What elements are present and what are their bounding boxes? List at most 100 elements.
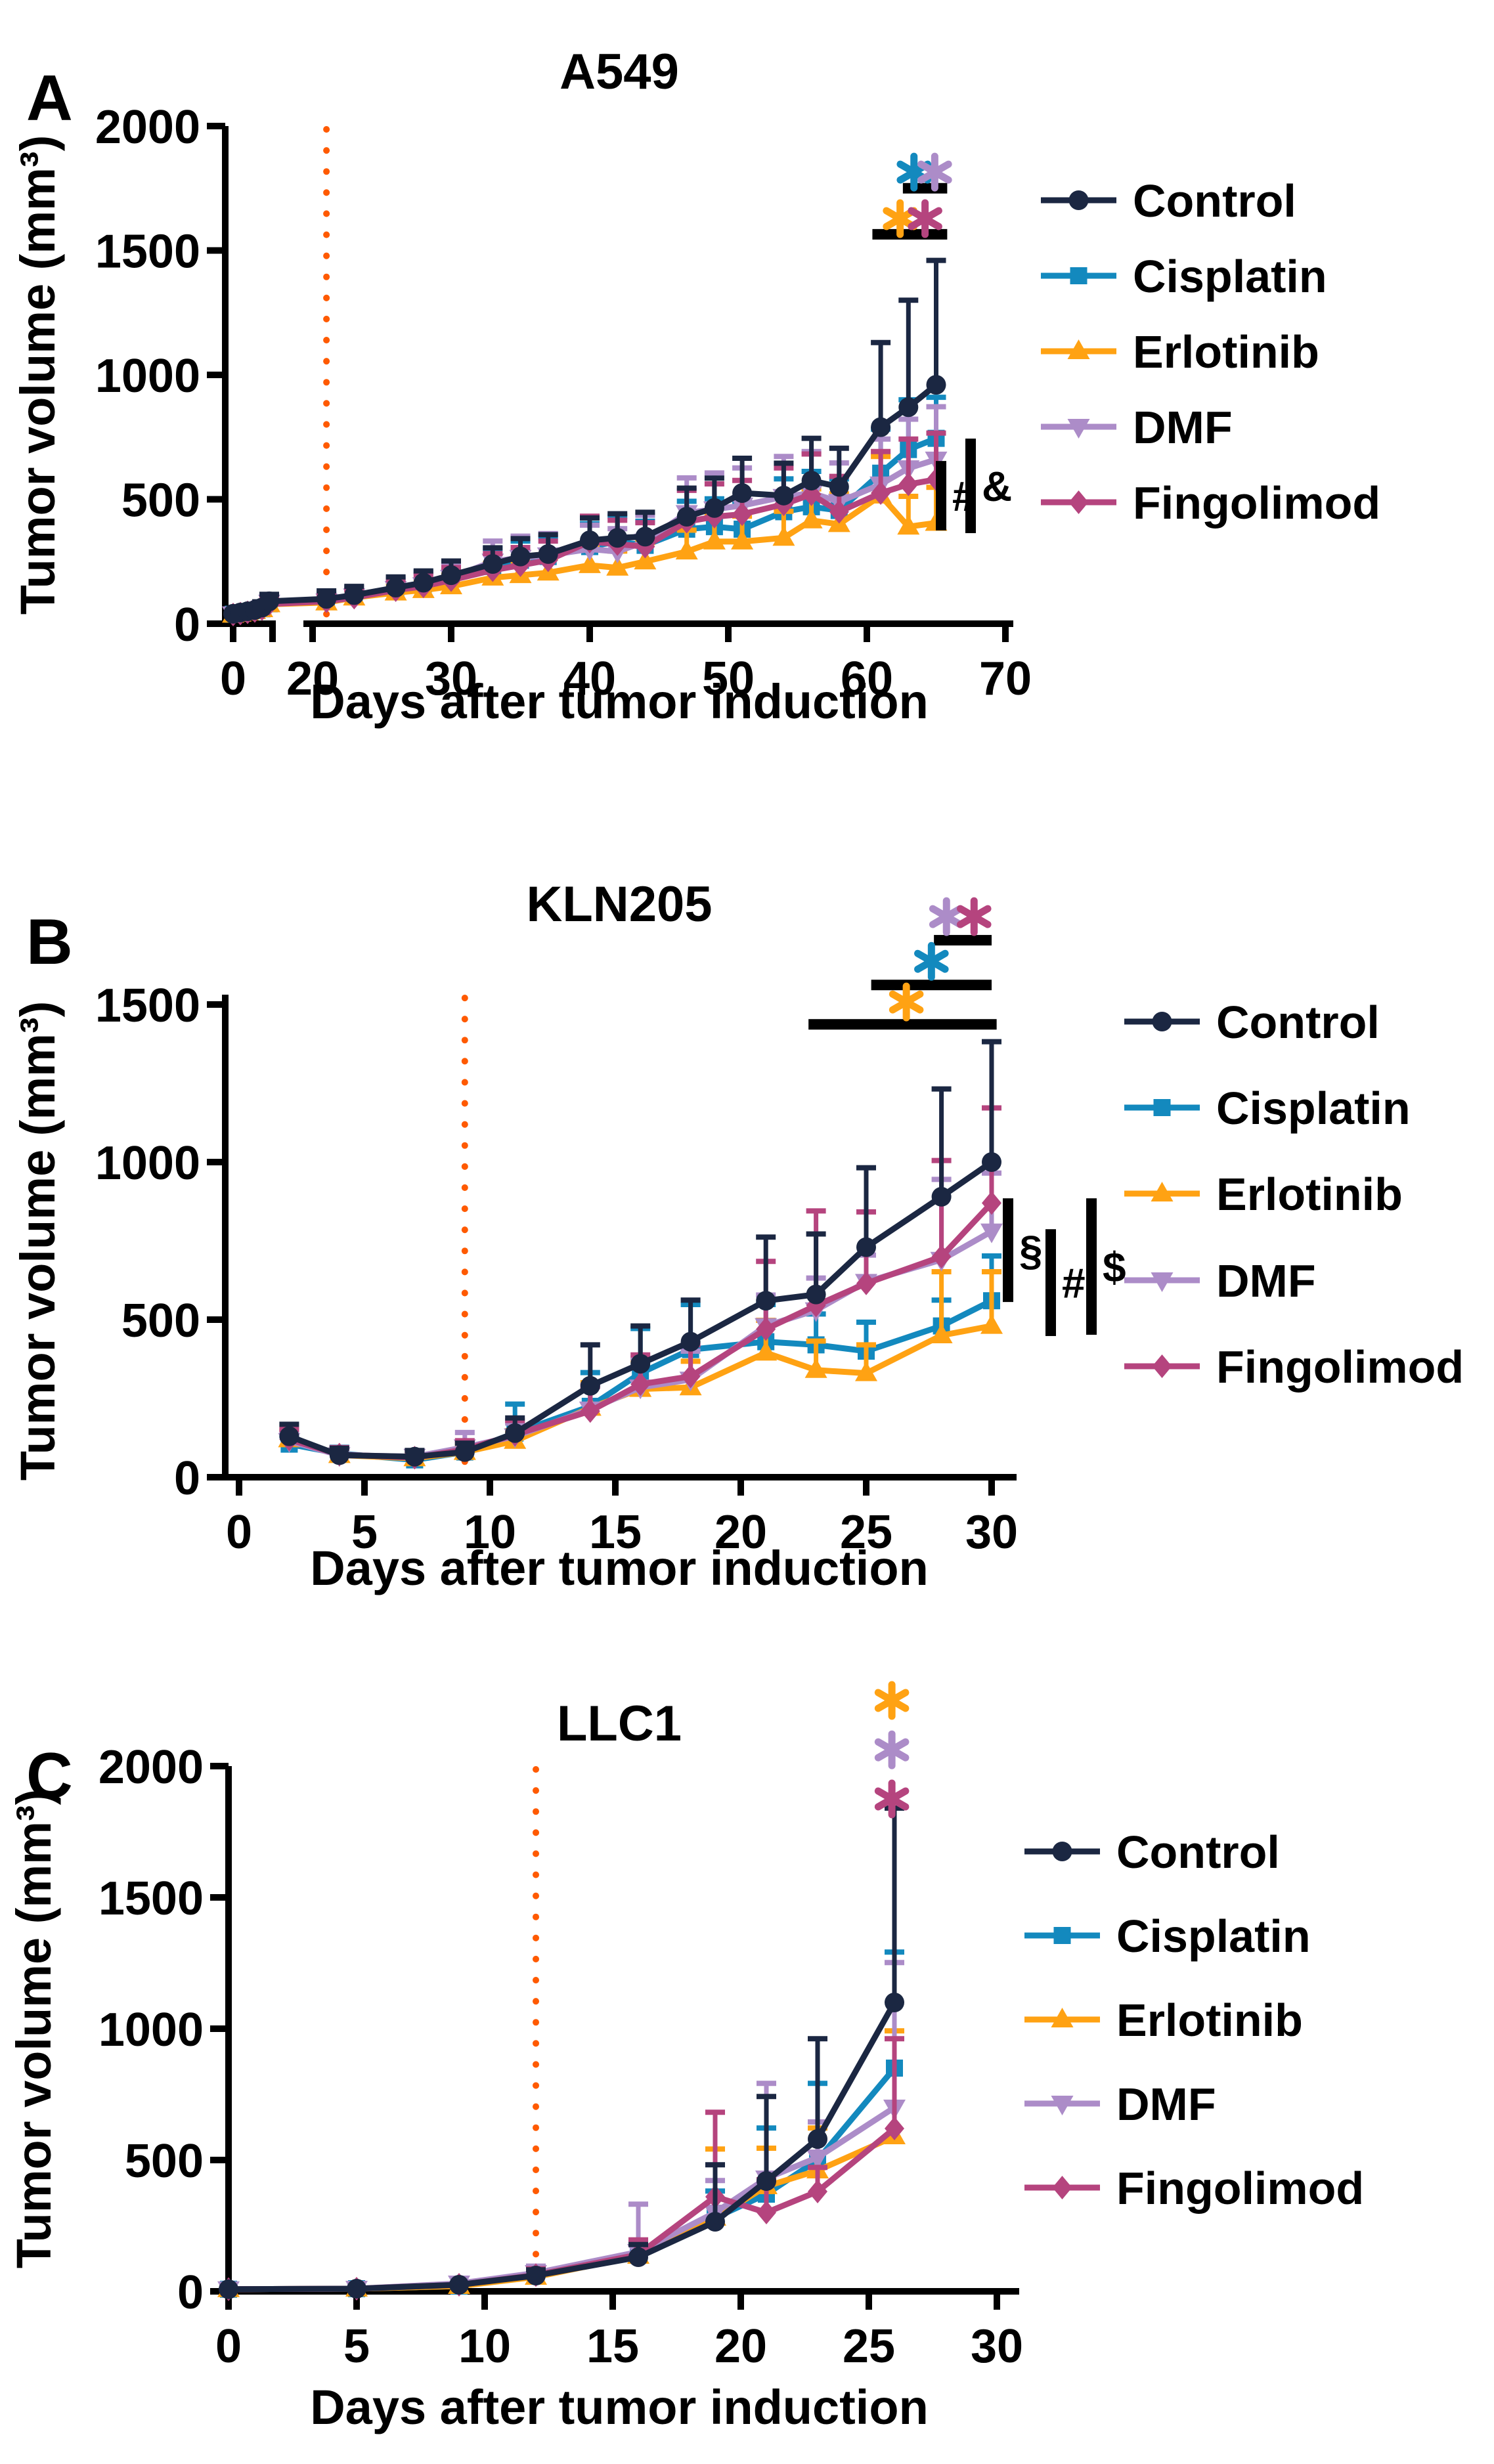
legend-marker-square [1153, 1099, 1171, 1116]
data-point-erlotinib [579, 553, 601, 573]
legend-label: Fingolimod [1133, 477, 1380, 529]
x-tick-label: 5 [343, 2320, 370, 2373]
data-point-fingolimod [808, 2180, 827, 2203]
series-control [223, 257, 946, 624]
data-point-control [926, 375, 946, 395]
panel-b-title: KLN205 [526, 876, 713, 932]
x-tick-label: 40 [563, 653, 616, 705]
data-point-control [808, 2129, 827, 2149]
legend-item-cisplatin: Cisplatin [1024, 1911, 1311, 1962]
legend-marker-diamond [1052, 2176, 1072, 2199]
x-tick-label: 0 [215, 2320, 242, 2373]
data-point-fingolimod [829, 500, 849, 524]
panel-b-ylabel: Tumor volume (mm³) [11, 1001, 65, 1481]
data-point-control [630, 1354, 651, 1374]
data-point-control [982, 1152, 1001, 1172]
legend-label: DMF [1133, 402, 1233, 453]
data-point-control [441, 565, 461, 586]
y-tick-label: 1000 [95, 1137, 200, 1190]
data-point-control [405, 1446, 425, 1467]
data-point-fingolimod [885, 2117, 904, 2140]
x-tick-label: 70 [979, 653, 1032, 705]
legend-item-dmf: DMF [1124, 1255, 1316, 1307]
data-point-erlotinib [731, 529, 754, 550]
x-tick-label: 10 [458, 2320, 511, 2373]
significance-bar [808, 982, 997, 1030]
legend-item-control: Control [1124, 997, 1380, 1048]
data-point-erlotinib [606, 555, 629, 576]
y-tick-label: 500 [121, 475, 200, 527]
data-point-control [628, 2247, 648, 2267]
legend-item-fingolimod: Fingolimod [1124, 1341, 1464, 1393]
legend-item-erlotinib: Erlotinib [1041, 326, 1319, 378]
legend-item-control: Control [1041, 175, 1296, 227]
data-point-fingolimod [580, 1399, 600, 1423]
significance-asterisk [917, 152, 952, 192]
legend: Control Cisplatin Erlotinib DMF Fingolimod [1041, 175, 1380, 529]
legend-item-fingolimod: Fingolimod [1041, 477, 1380, 529]
data-point-control [806, 1284, 826, 1305]
x-tick-label: 5 [351, 1506, 378, 1559]
significance-asterisk [914, 941, 949, 981]
y-tick-label: 1500 [95, 980, 200, 1032]
data-point-control [483, 554, 503, 574]
legend-marker-diamond [1068, 490, 1089, 514]
bracket-symbol: § [1019, 1227, 1043, 1274]
y-tick-label: 2000 [99, 1741, 204, 1794]
y-tick-label: 1500 [99, 1872, 204, 1925]
x-tick-label: 0 [226, 1506, 252, 1559]
series-control [279, 1039, 1001, 1467]
panel-c-title: LLC1 [557, 1696, 682, 1752]
data-point-erlotinib [634, 550, 657, 570]
data-point-control [676, 507, 697, 527]
significance-asterisk [889, 982, 924, 1022]
data-point-control [279, 1426, 299, 1446]
data-point-fingolimod [871, 481, 891, 506]
x-tick-label: 30 [971, 2320, 1023, 2373]
legend-marker-square [1070, 267, 1088, 284]
data-point-control [385, 578, 406, 598]
data-point-erlotinib [772, 526, 795, 546]
x-tick-label: 10 [464, 1506, 516, 1559]
data-point-control [538, 544, 558, 564]
legend-label: Erlotinib [1133, 326, 1319, 378]
legend: Control Cisplatin Erlotinib DMF Fingolimod [1124, 997, 1464, 1393]
significance-asterisk [908, 199, 942, 238]
data-point-control [774, 485, 794, 506]
x-tick-label: 15 [586, 2320, 639, 2373]
data-point-control [705, 2212, 725, 2232]
legend-marker-triangle-down [1051, 2096, 1074, 2115]
panel-b-letter: B [26, 905, 73, 978]
data-point-control [413, 573, 433, 593]
data-point-erlotinib [980, 1314, 1003, 1334]
x-tick-label: 20 [714, 2320, 767, 2373]
panel-a-xlabel: Days after tumor induction [310, 674, 929, 729]
data-point-control [329, 1445, 349, 1465]
legend-label: Control [1116, 1826, 1280, 1878]
significance-stack [874, 1681, 910, 1819]
data-point-control [505, 1423, 525, 1443]
panel-c-ylabel: Tumor volume (mm³) [7, 1788, 61, 2269]
y-tick-label: 0 [174, 599, 200, 651]
series-dmf [278, 1170, 1003, 1469]
panel-b: 0 500 1000 1500 0 5 10 15 20 25 30 Control Cisplatin… [95, 897, 1464, 1559]
x-tick-label: 50 [702, 653, 755, 705]
comparison-bracket-$: $ [1086, 1198, 1126, 1335]
legend: Control Cisplatin Erlotinib DMF Fingolimod [1024, 1826, 1364, 2214]
y-tick-label: 0 [174, 1452, 200, 1505]
x-tick-label: 0 [220, 653, 246, 705]
data-point-control [259, 591, 279, 611]
data-point-control [829, 477, 849, 497]
data-point-dmf [806, 2150, 829, 2169]
comparison-bracket-&: & [965, 439, 1012, 534]
x-tick-label: 20 [714, 1506, 767, 1559]
data-point-fingolimod [756, 1317, 776, 1341]
legend-label: Control [1216, 997, 1380, 1048]
legend-item-cisplatin: Cisplatin [1041, 251, 1327, 302]
x-tick-label: 20 [286, 653, 339, 705]
significance-asterisk [874, 1681, 910, 1720]
legend-marker-circle [1152, 1012, 1172, 1031]
axes: 0 500 1000 1500 0 5 10 15 20 25 30 [95, 980, 1018, 1559]
panel-c-xlabel: Days after tumor induction [310, 2380, 929, 2434]
panel-c: 0 500 1000 1500 2000 0 5 10 15 20 25 30 Control Cispl… [99, 1681, 1364, 2373]
